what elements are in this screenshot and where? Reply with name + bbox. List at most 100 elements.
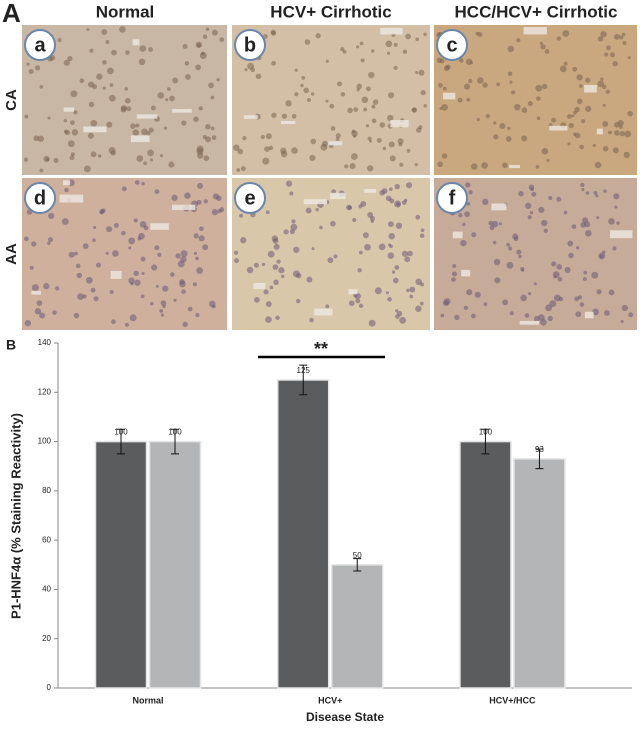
nucleus (578, 84, 583, 88)
nucleus (134, 180, 140, 185)
error-bar (353, 558, 362, 572)
nucleus (70, 120, 75, 126)
nucleus (219, 207, 225, 212)
nucleus (184, 192, 191, 199)
nucleus (470, 313, 476, 319)
nucleus (110, 150, 116, 156)
nucleus (90, 287, 96, 293)
nucleus (273, 243, 280, 250)
nucleus (101, 29, 108, 35)
nucleus (405, 182, 413, 189)
nucleus (476, 117, 480, 122)
nucleus (458, 212, 463, 218)
error-bar (299, 364, 308, 396)
sinusoid (461, 269, 471, 277)
panel-badge (24, 182, 56, 214)
nucleus (130, 123, 136, 129)
nucleus (466, 97, 471, 102)
nucleus (240, 237, 247, 244)
sinusoid (314, 308, 333, 316)
nucleus (150, 105, 156, 111)
sinusoid (442, 92, 456, 100)
nucleus (141, 128, 148, 136)
nucleus (514, 103, 521, 111)
nucleus (571, 114, 575, 118)
nucleus (294, 92, 299, 97)
nucleus (465, 58, 473, 65)
nucleus (143, 161, 148, 166)
nucleus (614, 205, 618, 209)
nucleus (102, 86, 106, 90)
nucleus (528, 292, 532, 296)
nucleus (585, 77, 591, 83)
nucleus (567, 240, 574, 247)
nucleus (563, 61, 568, 66)
nucleus (420, 282, 425, 287)
nucleus (268, 145, 274, 151)
nucleus (137, 236, 142, 241)
nucleus (628, 312, 634, 318)
nucleus (111, 319, 116, 325)
nucleus (622, 40, 627, 45)
nucleus (124, 97, 131, 104)
panel-letter: b (244, 34, 256, 56)
nucleus (177, 260, 185, 268)
nucleus (291, 219, 296, 224)
nucleus (348, 300, 355, 307)
sinusoid (171, 204, 196, 210)
sinusoid (172, 109, 192, 113)
nucleus (90, 151, 97, 158)
value-label: 125 (297, 366, 311, 375)
nucleus (296, 273, 302, 279)
nucleus (551, 117, 557, 123)
nucleus (399, 316, 407, 324)
nucleus (415, 278, 423, 286)
nucleus (69, 155, 75, 161)
nucleus (608, 130, 612, 135)
nucleus (368, 71, 375, 79)
nucleus (604, 52, 609, 57)
value-label: 100 (114, 428, 128, 437)
nucleus (139, 45, 147, 52)
nucleus (48, 237, 54, 243)
sinusoid (243, 115, 258, 119)
nucleus (73, 110, 78, 115)
nucleus (234, 258, 240, 264)
nucleus (61, 218, 69, 226)
sinusoid (364, 188, 377, 193)
panel-badge (436, 182, 468, 214)
nucleus (568, 252, 574, 259)
y-tick-label: 20 (42, 634, 51, 643)
nucleus (43, 282, 50, 290)
nucleus (567, 114, 572, 119)
nucleus (154, 245, 160, 251)
nucleus (285, 180, 293, 187)
y-tick-label: 120 (38, 387, 52, 396)
nucleus (306, 276, 313, 283)
nucleus (148, 127, 154, 133)
nucleus (592, 143, 596, 148)
nucleus (75, 263, 81, 269)
nucleus (136, 155, 144, 162)
nucleus (140, 294, 145, 299)
nucleus (71, 129, 79, 136)
nucleus (585, 229, 592, 237)
nucleus (381, 188, 388, 194)
nucleus (260, 134, 265, 140)
nucleus (149, 158, 154, 162)
nucleus (485, 113, 490, 119)
nucleus (535, 165, 540, 169)
nucleus (159, 308, 164, 313)
nucleus (394, 183, 400, 190)
nucleus (129, 314, 137, 322)
nucleus (197, 182, 204, 189)
nucleus (63, 118, 68, 123)
nucleus (340, 46, 345, 52)
nucleus (205, 27, 210, 31)
nucleus (577, 295, 582, 300)
nucleus (535, 84, 543, 92)
sinusoid (596, 128, 603, 135)
nucleus (365, 86, 371, 92)
nucleus (347, 205, 353, 210)
nucleus (330, 126, 336, 131)
